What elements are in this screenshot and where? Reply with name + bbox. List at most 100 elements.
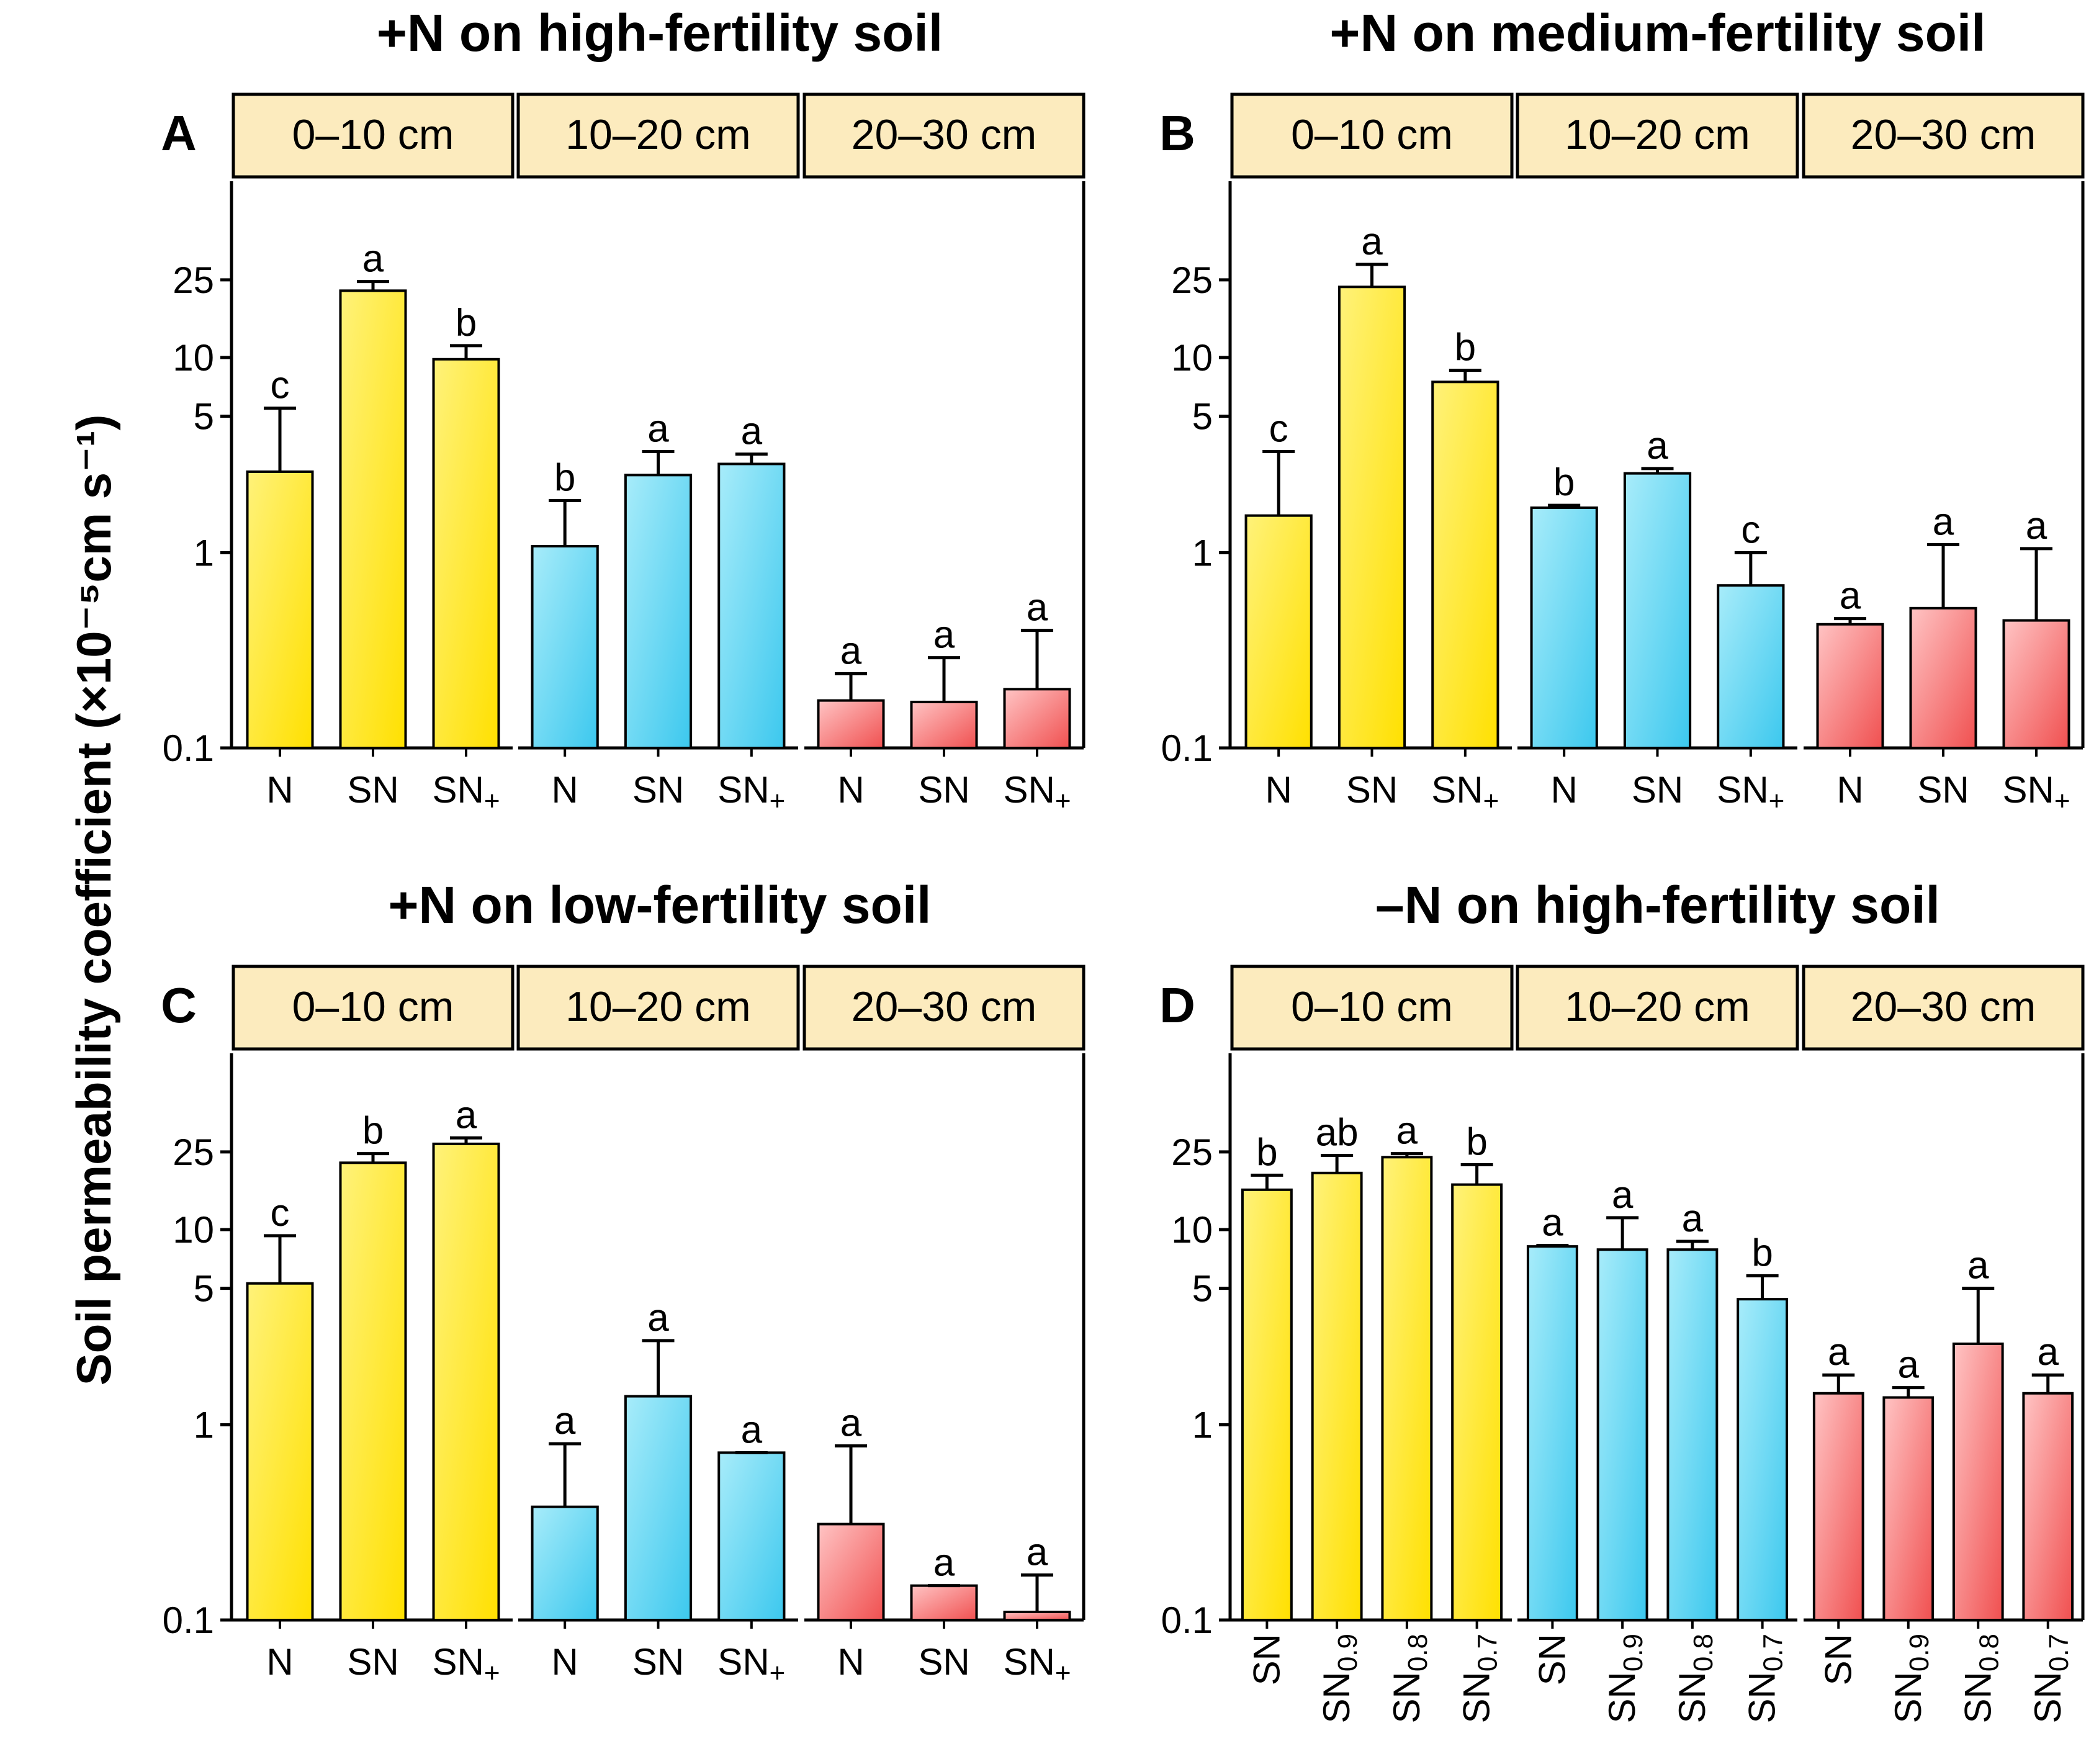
bar xyxy=(817,1523,885,1622)
bar xyxy=(246,1282,314,1622)
x-category-label: SN0.9 xyxy=(1601,1634,1648,1724)
bar xyxy=(1882,1396,1935,1621)
facet-strip-label: 20–30 cm xyxy=(1851,111,2036,158)
panel-title: +N on medium-fertility soil xyxy=(1329,4,1985,62)
bar xyxy=(1451,1183,1503,1621)
significance-label: a xyxy=(2038,1331,2059,1374)
panel-letter: D xyxy=(1159,978,1195,1033)
bar xyxy=(1311,1171,1363,1621)
significance-label: a xyxy=(1542,1201,1563,1244)
x-category-label: SN+ xyxy=(1717,769,1784,816)
facet-strip xyxy=(1802,965,2085,1051)
significance-label: b xyxy=(1455,326,1476,369)
bar xyxy=(1816,623,1884,749)
facet-strip xyxy=(231,965,515,1051)
y-tick-label: 10 xyxy=(1171,337,1213,379)
bar xyxy=(1241,1188,1293,1621)
y-tick-label: 25 xyxy=(1171,1132,1213,1173)
x-category-label: SN0.8 xyxy=(1671,1634,1719,1724)
y-tick-label: 0.1 xyxy=(1161,1600,1213,1641)
significance-label: a xyxy=(741,1408,763,1451)
significance-label: a xyxy=(933,614,955,657)
facet-strip xyxy=(516,92,800,179)
bar xyxy=(1623,472,1692,749)
x-category-label: N xyxy=(551,1641,578,1683)
bar xyxy=(246,470,314,750)
x-category-label: SN0.8 xyxy=(1386,1634,1433,1724)
x-category-label: SN+ xyxy=(1431,769,1499,816)
y-tick-label: 1 xyxy=(1192,533,1213,574)
y-tick-label: 5 xyxy=(1192,396,1213,438)
significance-label: a xyxy=(647,1297,669,1339)
y-tick-label: 1 xyxy=(1192,1405,1213,1446)
facet-strip xyxy=(231,92,515,179)
bar xyxy=(1909,606,1977,749)
x-category-label: SN+ xyxy=(432,769,500,816)
x-category-label: SN xyxy=(1346,769,1398,811)
significance-label: a xyxy=(1027,587,1048,629)
x-category-label: SN+ xyxy=(1003,1641,1071,1688)
x-category-label: SN xyxy=(1632,769,1683,811)
bar xyxy=(1596,1248,1648,1622)
facet-strip xyxy=(1802,92,2085,179)
x-category-label: SN xyxy=(1917,769,1969,811)
significance-label: a xyxy=(1027,1531,1048,1574)
facet-strip-label: 20–30 cm xyxy=(852,983,1037,1030)
bar xyxy=(1737,1298,1789,1621)
significance-label: a xyxy=(933,1542,955,1585)
significance-label: a xyxy=(1647,425,1668,467)
bar xyxy=(432,1142,500,1621)
facet-strip-label: 10–20 cm xyxy=(565,111,751,158)
facet-strip-label: 10–20 cm xyxy=(1565,111,1750,158)
significance-label: b xyxy=(1751,1231,1773,1274)
x-category-label: SN+ xyxy=(1003,769,1071,816)
significance-label: a xyxy=(1898,1344,1920,1387)
x-category-label: SN xyxy=(918,1641,969,1683)
x-category-label: SN xyxy=(918,769,969,811)
panel-letter: B xyxy=(1159,106,1195,161)
panel-letter: A xyxy=(161,106,197,161)
bar xyxy=(1381,1156,1433,1622)
bar xyxy=(1530,506,1598,750)
x-category-label: N xyxy=(266,1641,293,1683)
significance-label: a xyxy=(840,629,862,672)
significance-label: b xyxy=(456,302,477,344)
significance-label: a xyxy=(1612,1174,1634,1217)
panel-title: +N on high-fertility soil xyxy=(377,4,943,62)
y-tick-label: 1 xyxy=(194,533,214,574)
y-tick-label: 5 xyxy=(194,396,214,438)
significance-label: b xyxy=(1466,1120,1487,1163)
y-axis-title: Soil permeability coefficient (×10⁻⁵cm s… xyxy=(66,415,121,1386)
significance-label: a xyxy=(1933,500,1954,543)
significance-label: a xyxy=(1396,1110,1418,1153)
significance-label: a xyxy=(1967,1244,1989,1287)
y-tick-label: 25 xyxy=(173,259,214,301)
significance-label: a xyxy=(1361,220,1383,263)
bar xyxy=(2002,619,2070,750)
x-category-label: N xyxy=(1836,769,1863,811)
significance-label: a xyxy=(840,1402,862,1444)
significance-label: a xyxy=(456,1094,477,1136)
facet-strip-label: 20–30 cm xyxy=(1851,983,2036,1030)
facet-strip-label: 0–10 cm xyxy=(292,983,454,1030)
bar xyxy=(531,544,599,749)
significance-label: b xyxy=(1553,461,1575,504)
significance-label: a xyxy=(1682,1197,1704,1240)
significance-label: a xyxy=(554,1400,576,1442)
x-category-label: SN xyxy=(632,769,684,811)
facet-strip xyxy=(1516,92,1799,179)
x-category-label: SN xyxy=(1817,1634,1859,1685)
significance-label: a xyxy=(741,410,763,453)
significance-label: ab xyxy=(1316,1111,1359,1154)
significance-label: b xyxy=(362,1110,384,1153)
bar xyxy=(339,1161,407,1621)
y-tick-label: 10 xyxy=(173,1209,214,1251)
x-category-label: N xyxy=(266,769,293,811)
y-tick-label: 25 xyxy=(1171,259,1213,301)
panel-letter: C xyxy=(161,978,197,1033)
x-category-label: SN+ xyxy=(717,1641,785,1688)
significance-label: c xyxy=(271,1192,290,1235)
x-category-label: SN0.8 xyxy=(1957,1634,2004,1724)
significance-label: a xyxy=(2026,505,2047,547)
